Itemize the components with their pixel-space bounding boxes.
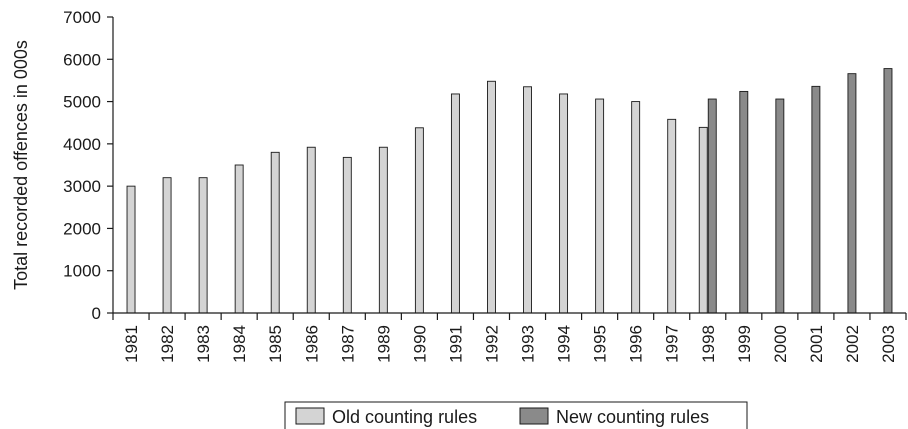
legend-swatch-new-counting-rules [519,407,549,425]
x-tick-label: 1999 [735,325,754,363]
y-tick-label: 1000 [63,262,101,281]
bar-1993-old-counting-rules [523,86,532,314]
bar-1984-old-counting-rules [234,164,244,314]
bar-1992-old-counting-rules [487,80,496,314]
y-tick-label: 4000 [63,135,101,154]
bar-1987-old-counting-rules [342,156,352,314]
y-tick-label: 5000 [63,93,101,112]
x-tick-label: 1991 [446,325,465,363]
x-axis-ticks: 1981 1982 1983 1984 1985 1986 1987 1989 1990 1991… [112,313,907,363]
x-tick-label: 1993 [519,325,538,363]
y-axis-title: Total recorded offences in 000s [11,40,31,290]
bars [126,68,893,314]
legend-frame [284,401,748,429]
bar-1995-old-counting-rules [595,98,605,314]
x-tick-label: 1984 [230,325,249,363]
x-tick-label: 1981 [122,325,141,363]
bar-1981-old-counting-rules [126,185,136,314]
x-tick-label: 2002 [843,325,862,363]
bar-1989-old-counting-rules [378,146,388,314]
y-tick-label: 2000 [63,219,101,238]
x-tick-label: 1982 [158,325,177,363]
bar-2002-new-counting-rules [847,73,857,314]
bar-1998-old-counting-rules [698,126,708,314]
x-tick-label: 1992 [482,325,501,363]
x-tick-label: 1986 [302,325,321,363]
bar-1998-new-counting-rules [707,98,717,314]
y-tick-label: 7000 [63,8,101,27]
bar-1997-old-counting-rules [667,118,677,314]
x-tick-label: 1996 [627,325,646,363]
x-tick-label: 1995 [591,325,610,363]
y-axis-ticks: 0 1000 2000 3000 4000 5000 6000 7000 [63,8,113,323]
legend-swatch-old-counting-rules [295,407,325,425]
x-tick-label: 1990 [410,325,429,363]
bar-2001-new-counting-rules [811,85,821,314]
x-tick-label: 1983 [194,325,213,363]
bar-1991-old-counting-rules [450,93,460,314]
bar-1996-old-counting-rules [631,101,641,314]
bar-2000-new-counting-rules [775,98,785,314]
bar-2003-new-counting-rules [883,68,893,314]
x-tick-label: 1997 [663,325,682,363]
x-tick-label: 2000 [771,325,790,363]
legend: Old counting rules New counting rules [284,401,748,429]
bar-1990-old-counting-rules [414,127,424,314]
bar-1994-old-counting-rules [559,93,569,314]
bar-1983-old-counting-rules [198,177,208,314]
x-tick-label: 1989 [374,325,393,363]
x-tick-label: 2001 [807,325,826,363]
bar-1986-old-counting-rules [306,146,316,314]
bar-1999-new-counting-rules [739,90,749,314]
x-tick-label: 1994 [555,325,574,363]
y-tick-label: 0 [92,304,101,323]
x-tick-label: 1998 [699,325,718,363]
x-tick-label: 2003 [879,325,898,363]
legend-label-new-counting-rules: New counting rules [556,407,709,427]
bar-1985-old-counting-rules [270,151,280,314]
x-tick-label: 1985 [266,325,285,363]
legend-label-old-counting-rules: Old counting rules [332,407,477,427]
y-tick-label: 3000 [63,177,101,196]
bar-1982-old-counting-rules [162,177,172,314]
y-tick-label: 6000 [63,50,101,69]
x-tick-label: 1987 [338,325,357,363]
